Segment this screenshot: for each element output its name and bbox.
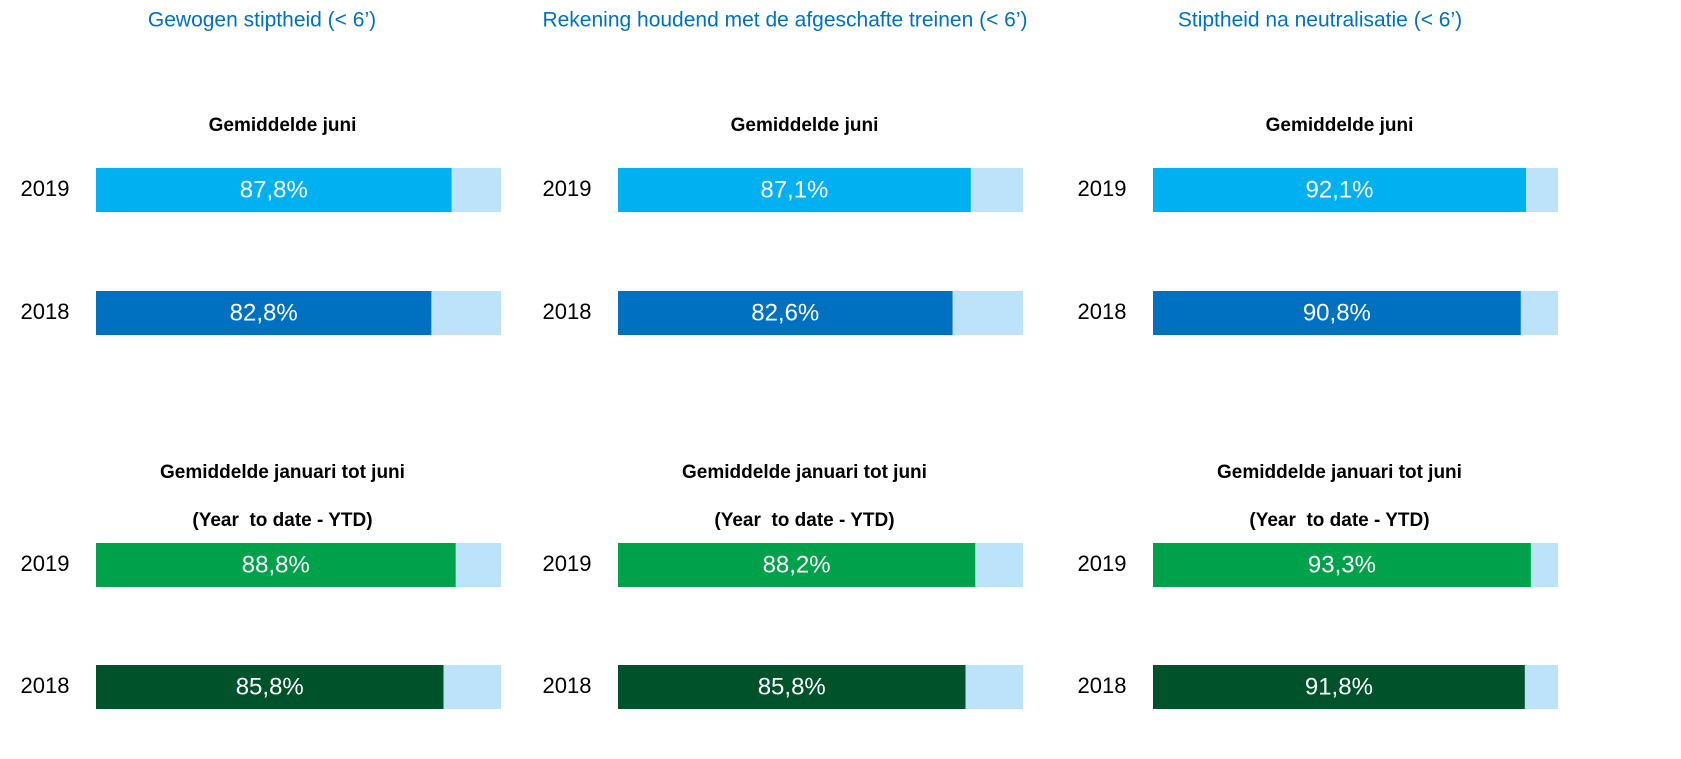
value-label: 85,8%	[758, 673, 826, 700]
panel-title: Gemiddelde juni	[731, 115, 879, 136]
category-label: 2019	[21, 176, 70, 201]
value-label: 85,8%	[236, 673, 304, 700]
value-label: 87,1%	[760, 176, 828, 203]
bar	[96, 665, 444, 709]
bar	[96, 168, 452, 212]
bar	[1153, 665, 1525, 709]
bar	[96, 543, 456, 587]
bar	[1153, 543, 1531, 587]
category-label: 2018	[21, 299, 70, 324]
panel-title: Gemiddelde juni	[209, 115, 357, 136]
bar	[1153, 291, 1521, 335]
category-label: 2019	[21, 551, 70, 576]
panel-title: Gemiddelde januari tot juni	[682, 462, 927, 483]
value-label: 91,8%	[1305, 673, 1373, 700]
column-header: Stiptheid na neutralisatie (< 6’)	[1178, 9, 1462, 32]
value-label: 92,1%	[1305, 176, 1373, 203]
category-label: 2018	[1078, 299, 1127, 324]
category-label: 2018	[1078, 673, 1127, 698]
bar	[618, 168, 971, 212]
category-label: 2018	[21, 673, 70, 698]
value-label: 93,3%	[1308, 551, 1376, 578]
category-label: 2018	[543, 673, 592, 698]
panel-title: Gemiddelde januari tot juni	[1217, 462, 1462, 483]
category-label: 2019	[543, 176, 592, 201]
panel-subtitle: (Year to date - YTD)	[1249, 510, 1429, 531]
bar	[96, 291, 432, 335]
value-label: 87,8%	[240, 176, 308, 203]
column-header: Rekening houdend met de afgeschafte trei…	[542, 9, 1027, 32]
panel-subtitle: (Year to date - YTD)	[192, 510, 372, 531]
bar	[1153, 168, 1527, 212]
category-label: 2018	[543, 299, 592, 324]
bar	[618, 291, 953, 335]
bar	[618, 543, 976, 587]
value-label: 82,6%	[751, 299, 819, 326]
value-label: 88,8%	[242, 551, 310, 578]
panel-subtitle: (Year to date - YTD)	[714, 510, 894, 531]
panel-title: Gemiddelde januari tot juni	[160, 462, 405, 483]
value-label: 82,8%	[230, 299, 298, 326]
value-label: 90,8%	[1303, 299, 1371, 326]
bar	[618, 665, 966, 709]
column-header: Gewogen stiptheid (< 6’)	[148, 9, 376, 32]
value-label: 88,2%	[763, 551, 831, 578]
category-label: 2019	[1078, 176, 1127, 201]
panel-title: Gemiddelde juni	[1266, 115, 1414, 136]
category-label: 2019	[1078, 551, 1127, 576]
category-label: 2019	[543, 551, 592, 576]
